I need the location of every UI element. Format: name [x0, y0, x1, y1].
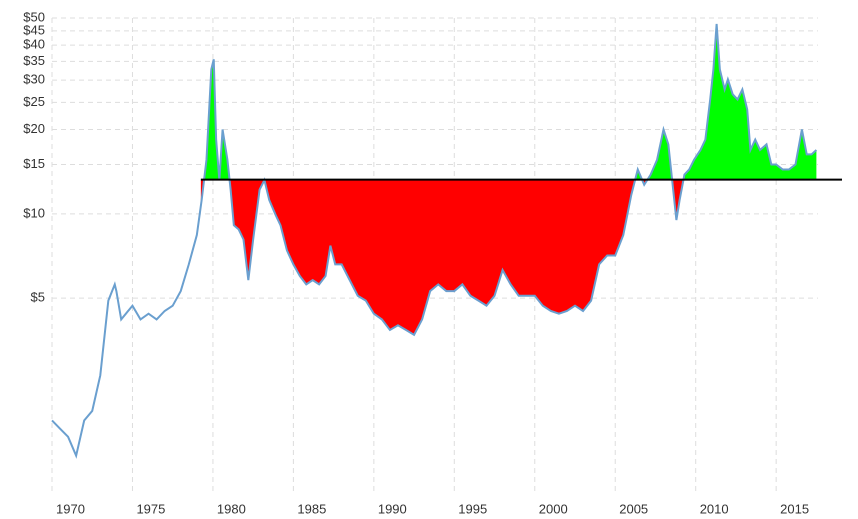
- y-tick-label: $30: [23, 72, 45, 87]
- y-tick-label: $40: [23, 37, 45, 52]
- y-tick-label: $20: [23, 121, 45, 136]
- x-tick-label: 1975: [136, 501, 165, 516]
- x-tick-label: 1990: [378, 501, 407, 516]
- area-above: [204, 23, 817, 180]
- y-tick-label: $35: [23, 53, 45, 68]
- x-tick-label: 1995: [458, 501, 487, 516]
- x-tick-label: 1970: [56, 501, 85, 516]
- x-tick-label: 1980: [217, 501, 246, 516]
- area-below: [200, 179, 817, 335]
- y-tick-label: $15: [23, 156, 45, 171]
- y-tick-label: $25: [23, 94, 45, 109]
- price-line: [51, 23, 818, 459]
- y-tick-label: $10: [23, 205, 45, 220]
- x-tick-label: 2015: [780, 501, 809, 516]
- x-tick-label: 2005: [619, 501, 648, 516]
- y-tick-label: $50: [23, 9, 45, 24]
- y-tick-label: $45: [23, 22, 45, 37]
- x-tick-label: 2000: [539, 501, 568, 516]
- y-tick-label: $5: [31, 290, 45, 305]
- x-tick-label: 2010: [700, 501, 729, 516]
- x-tick-label: 1985: [297, 501, 326, 516]
